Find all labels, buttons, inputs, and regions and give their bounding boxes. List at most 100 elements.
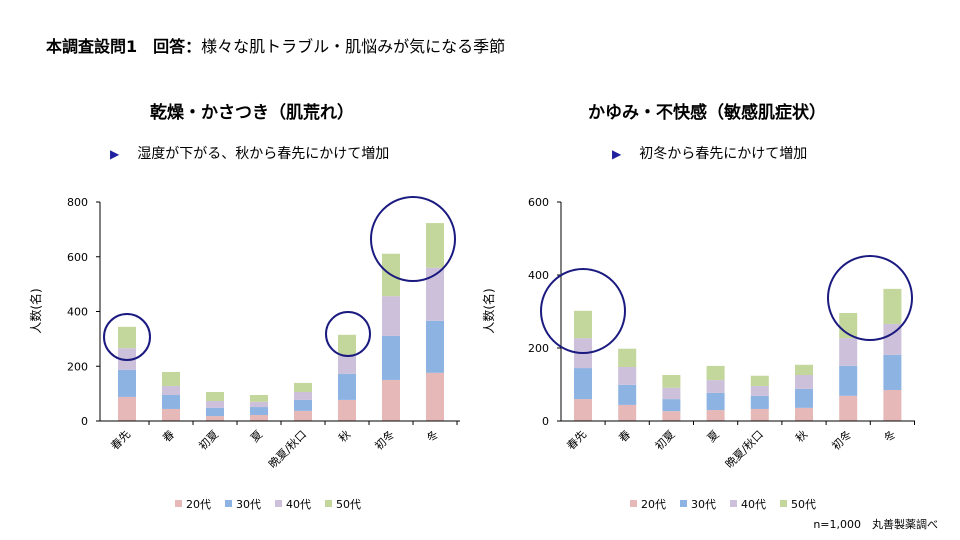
bar-segment-40代	[662, 387, 681, 400]
x-tick-label: 冬	[881, 427, 899, 445]
legend-swatch	[275, 500, 282, 507]
chart1-title: 乾燥・かさつき（肌荒れ）	[150, 103, 354, 123]
legend-swatch	[175, 500, 182, 507]
y-tick-label: 200	[67, 360, 88, 373]
y-tick-label: 400	[67, 306, 88, 319]
bar-segment-50代	[206, 391, 224, 402]
bar-segment-30代	[662, 399, 681, 412]
bar-segment-50代	[574, 310, 592, 339]
legend-label: 40代	[286, 498, 311, 511]
chart1-subtitle: ▶ 湿度が下がる、秋から春先にかけて増加	[110, 143, 389, 163]
bar-segment-30代	[618, 384, 637, 405]
bar-segment-50代	[162, 371, 180, 386]
bar-segment-50代	[750, 375, 769, 386]
bar-segment-40代	[338, 355, 356, 374]
x-tick-label: 春先	[564, 428, 589, 453]
legend-swatch	[225, 500, 232, 507]
highlight-circle	[103, 313, 151, 361]
bar-segment-50代	[118, 326, 136, 349]
chart2-subtitle: ▶ 初冬から春先にかけて増加	[612, 143, 807, 163]
bar-segment-30代	[206, 407, 224, 417]
bar-segment-30代	[338, 373, 356, 400]
triangle-bullet-icon: ▶	[110, 147, 120, 161]
triangle-bullet-icon: ▶	[612, 147, 622, 161]
bar-segment-20代	[706, 410, 725, 421]
bar-segment-20代	[426, 372, 444, 421]
x-tick-label: 夏	[705, 428, 722, 445]
y-tick-label: 0	[542, 415, 549, 428]
legend-label: 20代	[641, 498, 666, 511]
y-tick-label: 600	[67, 251, 88, 264]
bar-segment-40代	[618, 366, 637, 385]
bar-segment-50代	[662, 375, 681, 388]
legend-swatch	[730, 500, 737, 507]
title-rest: 様々な肌トラブル・肌悩みが気になる季節	[201, 37, 506, 56]
x-tick-label: 夏	[248, 428, 265, 445]
bar-segment-20代	[338, 399, 356, 421]
legend-label: 50代	[336, 498, 361, 511]
legend-swatch	[630, 500, 637, 507]
y-tick-label: 200	[528, 342, 549, 355]
bar-segment-30代	[294, 399, 312, 411]
bar-segment-20代	[118, 396, 136, 421]
bar-segment-40代	[883, 323, 902, 355]
y-tick-label: 800	[67, 196, 88, 209]
bar-segment-30代	[118, 369, 136, 397]
x-tick-label: 春	[616, 428, 633, 445]
x-tick-label: 初冬	[829, 427, 854, 452]
x-tick-label: 秋	[792, 427, 810, 445]
bar-segment-50代	[706, 365, 725, 381]
bar-segment-20代	[662, 411, 681, 421]
highlight-circle	[827, 255, 913, 341]
bar-segment-40代	[118, 348, 136, 370]
bar-segment-30代	[750, 395, 769, 409]
bar-segment-40代	[250, 401, 268, 408]
bar-segment-20代	[795, 407, 813, 421]
y-tick-label: 400	[528, 269, 549, 282]
legend-label: 50代	[791, 498, 816, 511]
bar-segment-30代	[706, 392, 725, 411]
bar-segment-40代	[162, 385, 180, 395]
bar-segment-20代	[206, 416, 224, 421]
y-axis-label: 人数(名)	[481, 288, 496, 333]
y-tick-label: 0	[81, 415, 88, 428]
chart1-subtitle-text: 湿度が下がる、秋から春先にかけて増加	[137, 146, 390, 162]
x-tick-label: 春	[160, 428, 177, 445]
slide-title: 本調査設問1 回答：様々な肌トラブル・肌悩みが気になる季節	[46, 33, 505, 57]
x-tick-label: 冬	[423, 427, 441, 445]
highlight-circle	[325, 311, 371, 357]
bar-segment-30代	[574, 368, 592, 400]
bar-segment-30代	[382, 335, 400, 380]
legend-swatch	[780, 500, 787, 507]
bar-segment-40代	[382, 296, 400, 336]
bar-segment-20代	[382, 379, 400, 421]
x-tick-label: 晩夏/秋口	[722, 427, 766, 471]
bar-segment-20代	[618, 404, 637, 421]
legend-label: 30代	[236, 498, 261, 511]
x-tick-label: 晩夏/秋口	[265, 427, 309, 471]
title-bold: 本調査設問1 回答：	[46, 37, 202, 56]
bar-segment-40代	[426, 267, 444, 321]
bar-segment-30代	[883, 354, 902, 390]
chart2-title: かゆみ・不快感（敏感肌症状）	[588, 103, 826, 123]
y-axis-label: 人数(名)	[28, 288, 43, 333]
legend-label: 30代	[691, 498, 716, 511]
x-tick-label: 初冬	[372, 427, 397, 452]
bar-segment-20代	[294, 410, 312, 421]
bar-segment-30代	[795, 388, 813, 408]
bar-segment-50代	[250, 394, 268, 402]
bar-segment-40代	[795, 375, 813, 389]
bar-segment-50代	[294, 382, 312, 392]
x-tick-label: 初夏	[196, 427, 221, 452]
y-tick-label: 600	[528, 196, 549, 209]
bar-segment-20代	[883, 389, 902, 421]
x-tick-label: 初夏	[652, 427, 677, 452]
bar-segment-20代	[162, 408, 180, 421]
bar-segment-50代	[338, 334, 356, 356]
bar-segment-20代	[750, 408, 769, 421]
x-tick-label: 春先	[108, 428, 133, 453]
bar-segment-40代	[706, 380, 725, 393]
footnote: n=1,000 丸善製薬調べ	[813, 518, 938, 531]
